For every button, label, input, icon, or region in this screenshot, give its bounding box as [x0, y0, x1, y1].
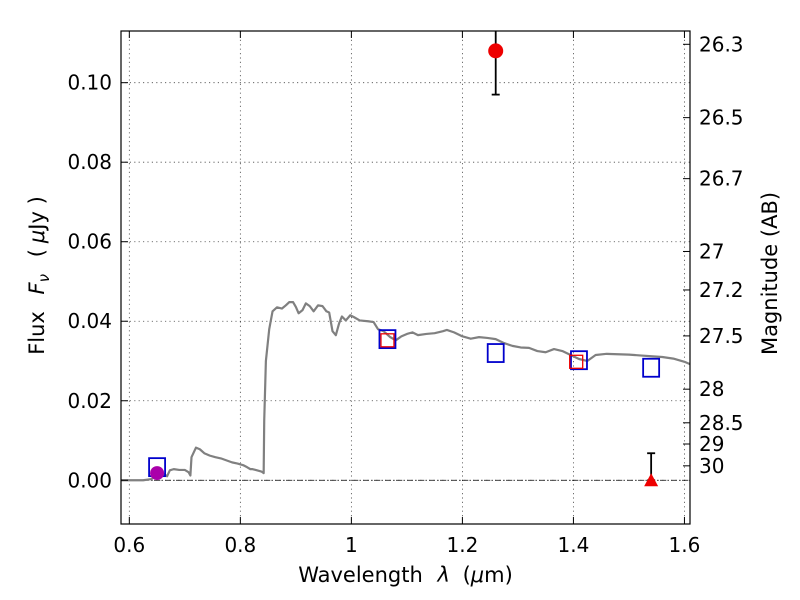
observed-photometry-point	[569, 354, 584, 369]
x-tick-label: 1	[345, 533, 358, 557]
y2-tick-label: 26.3	[699, 32, 744, 56]
y2-tick-label: 29	[699, 432, 724, 456]
y-tick-label: 0.10	[67, 71, 112, 95]
upper-limit-point	[644, 473, 659, 487]
y2-tick-label: 30	[699, 454, 724, 478]
optical-detection-point	[150, 466, 165, 481]
y2-tick-label: 27.2	[699, 278, 744, 302]
plot-area	[121, 31, 690, 487]
y2-tick-label: 28.5	[699, 411, 744, 435]
x-tick-label: 1.6	[669, 533, 701, 557]
y-axis-label: Flux Fν (μJy )	[25, 196, 54, 355]
model-photometry-point	[378, 329, 397, 350]
y2-tick-label: 27	[699, 239, 724, 263]
x-axis-label: Wavelength λ (μm)	[298, 563, 513, 587]
observed-photometry-point	[380, 333, 395, 348]
detection-point	[488, 43, 504, 59]
y-tick-label: 0.08	[67, 150, 112, 174]
axis-ticks: 0.6 0.8 1 1.2 1.4 1.6 0.00 0.02 0.04 0.06 0.08 0.10…	[67, 31, 744, 557]
y-tick-label: 0.00	[67, 468, 112, 492]
y-tick-label: 0.04	[67, 309, 112, 333]
model-photometry-point	[642, 357, 661, 378]
x-tick-label: 1.4	[558, 533, 590, 557]
y2-tick-label: 28	[699, 377, 724, 401]
grid	[121, 31, 690, 524]
model-photometry-point	[570, 350, 588, 371]
x-tick-label: 1.2	[446, 533, 478, 557]
y-tick-label: 0.02	[67, 389, 112, 413]
y2-tick-label: 26.7	[699, 167, 744, 191]
y2-tick-label: 27.5	[699, 324, 744, 348]
y2-tick-label: 26.5	[699, 106, 744, 130]
y2-axis-label: Magnitude (AB)	[758, 192, 782, 355]
y-tick-label: 0.06	[67, 230, 112, 254]
x-tick-label: 0.8	[224, 533, 256, 557]
sed-model-line	[121, 301, 690, 482]
plot-frame	[120, 30, 691, 525]
model-photometry-point	[486, 343, 505, 363]
x-tick-label: 0.6	[113, 533, 145, 557]
